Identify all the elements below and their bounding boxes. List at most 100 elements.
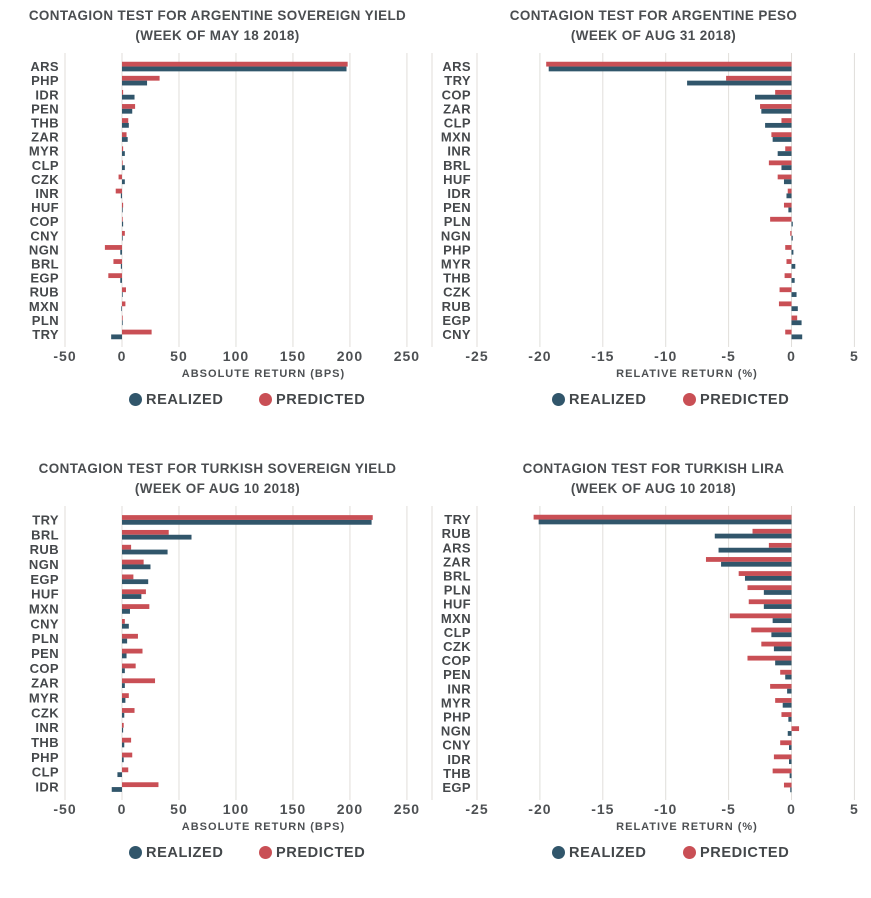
- bar-realized-HUF: [783, 179, 792, 185]
- bar-realized-RUB: [714, 533, 792, 539]
- x-axis-label: RELATIVE RETURN (%): [616, 821, 758, 833]
- category-label: PLN: [444, 583, 471, 598]
- legend-item-realized: REALIZED: [552, 844, 649, 861]
- legend-item-realized: REALIZED: [128, 844, 226, 861]
- bar-realized-MYR: [782, 702, 792, 708]
- bar-predicted-THB: [772, 768, 792, 774]
- bar-predicted-COP: [747, 655, 792, 661]
- predicted-dot-icon: [259, 393, 273, 406]
- bar-realized-CNY: [789, 745, 792, 750]
- category-label: RUB: [442, 299, 471, 314]
- bar-realized-IDR: [111, 787, 122, 792]
- legend-item-realized: REALIZED: [552, 391, 649, 408]
- x-tick-label: -20: [528, 801, 551, 817]
- legend: REALIZED PREDICTED: [65, 391, 432, 408]
- bar-predicted-ARS: [121, 61, 348, 67]
- category-label: NGN: [441, 724, 471, 739]
- bar-predicted-IDR: [121, 89, 124, 95]
- category-label: COP: [30, 661, 59, 676]
- category-label: IDR: [447, 186, 471, 201]
- category-label: IDR: [35, 780, 59, 795]
- bar-realized-ARS: [121, 66, 347, 72]
- category-label: INR: [447, 144, 471, 159]
- category-label: INR: [35, 720, 59, 735]
- bar-predicted-TRY: [533, 514, 792, 520]
- bar-realized-ZAR: [721, 561, 792, 567]
- x-tick-label: 250: [394, 348, 420, 364]
- bar-realized-EGP: [121, 579, 149, 585]
- bar-predicted-MYR: [775, 698, 792, 703]
- category-label: TRY: [444, 512, 471, 527]
- bar-predicted-INR: [770, 683, 792, 689]
- bar-realized-NGN: [121, 564, 151, 570]
- category-label: NGN: [441, 228, 471, 243]
- bar-predicted-MXN: [729, 613, 792, 619]
- bar-realized-PHP: [121, 80, 148, 86]
- category-label: ARS: [442, 540, 471, 555]
- bar-realized-PHP: [791, 249, 794, 255]
- bar-predicted-ARS: [546, 61, 792, 67]
- bar-predicted-PEN: [780, 669, 792, 675]
- category-label: HUF: [31, 587, 59, 602]
- category-label: PEN: [443, 200, 471, 215]
- bar-realized-CNY: [791, 334, 803, 340]
- bar-realized-COP: [121, 668, 125, 674]
- x-tick-label: 0: [787, 801, 796, 817]
- category-label: EGP: [30, 271, 59, 286]
- bar-predicted-TRY: [121, 515, 373, 520]
- x-tick-label: 5: [850, 348, 859, 364]
- x-tick-label: 0: [118, 348, 127, 364]
- bar-realized-COP: [775, 660, 792, 666]
- category-label: CNY: [30, 228, 59, 243]
- category-label: BRL: [31, 256, 59, 271]
- bar-realized-TRY: [538, 519, 792, 525]
- bar-predicted-PEN: [121, 104, 136, 109]
- chart-panel-turkish-lira: CONTAGION TEST FOR TURKISH LIRA (WEEK OF…: [436, 453, 871, 898]
- legend-label-predicted: PREDICTED: [276, 391, 366, 408]
- x-tick-label: 50: [170, 801, 188, 817]
- bar-predicted-CZK: [118, 174, 122, 180]
- bar-predicted-THB: [121, 118, 129, 123]
- bar-realized-PEN: [121, 653, 127, 659]
- bar-predicted-IDR: [773, 754, 792, 760]
- bar-realized-NGN: [120, 249, 122, 255]
- chart-panel-turkish-sovereign-yield: CONTAGION TEST FOR TURKISH SOVEREIGN YIE…: [0, 453, 435, 898]
- bar-realized-PLN: [791, 221, 793, 227]
- legend-label-realized: REALIZED: [569, 844, 647, 861]
- category-label: CZK: [31, 172, 59, 187]
- bar-predicted-THB: [784, 273, 792, 279]
- category-label: PEN: [443, 667, 471, 682]
- x-tick-label: -25: [465, 348, 488, 364]
- bar-realized-BRL: [781, 165, 792, 171]
- category-label: MYR: [441, 256, 471, 271]
- category-label: THB: [31, 115, 59, 130]
- category-label: MYR: [29, 144, 59, 159]
- category-label: CLP: [444, 115, 471, 130]
- bar-realized-TRY: [687, 80, 792, 86]
- category-label: ZAR: [443, 554, 471, 569]
- bar-predicted-PHP: [785, 245, 792, 250]
- category-label: MXN: [441, 611, 471, 626]
- bar-realized-THB: [791, 278, 795, 283]
- category-label: PLN: [32, 313, 59, 328]
- bar-predicted-INR: [115, 188, 122, 194]
- category-label: EGP: [30, 572, 59, 587]
- chart-title: CONTAGION TEST FOR ARGENTINE SOVEREIGN Y…: [9, 5, 427, 45]
- bar-predicted-CNY: [121, 230, 125, 236]
- bar-realized-ARS: [548, 66, 792, 72]
- bar-predicted-CNY: [780, 740, 792, 746]
- x-tick-label: -15: [591, 348, 614, 364]
- category-label: RUB: [30, 285, 59, 300]
- bar-predicted-RUB: [752, 528, 792, 534]
- category-label: EGP: [442, 780, 471, 795]
- bar-realized-PEN: [785, 674, 792, 680]
- bar-realized-MXN: [772, 137, 792, 142]
- bar-realized-ARS: [718, 547, 792, 553]
- bar-realized-CZK: [121, 712, 125, 718]
- category-label: PLN: [444, 214, 471, 229]
- x-tick-label: 0: [118, 801, 127, 817]
- bar-realized-THB: [121, 742, 125, 748]
- chart-title: CONTAGION TEST FOR ARGENTINE PESO (WEEK …: [445, 5, 863, 45]
- bar-predicted-BRL: [768, 160, 792, 166]
- chart-title-line1: CONTAGION TEST FOR ARGENTINE PESO: [509, 7, 798, 23]
